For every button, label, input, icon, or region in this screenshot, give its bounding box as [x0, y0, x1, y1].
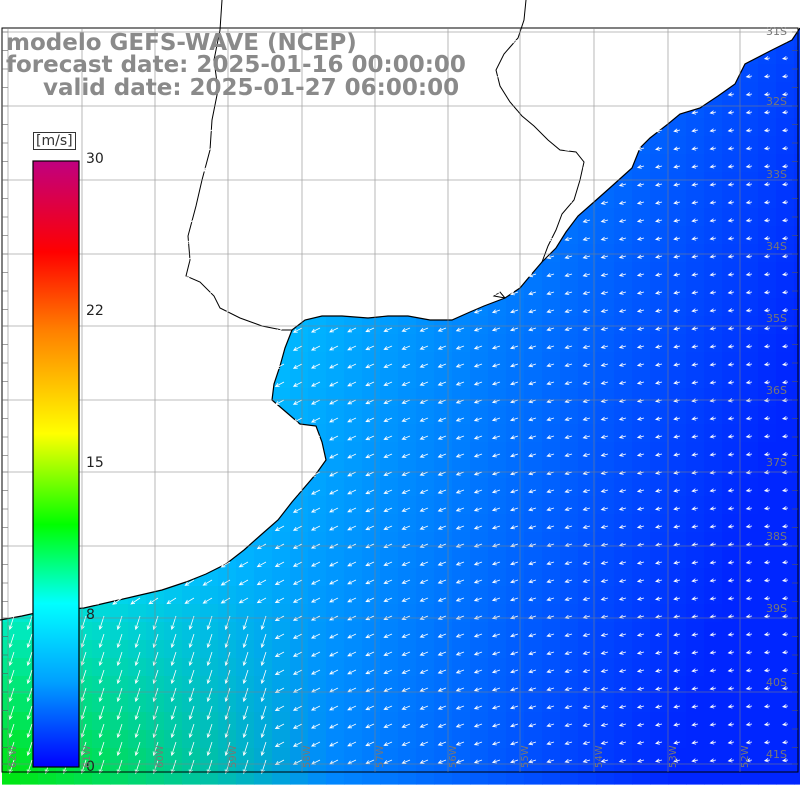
lon-label: 57W [375, 745, 386, 768]
lon-label: 53W [668, 745, 679, 768]
lat-label: 40S [766, 676, 787, 689]
lon-label: 59W [228, 745, 239, 768]
lon-label: 56W [448, 745, 459, 768]
lat-label: 41S [766, 748, 787, 761]
lat-label: 38S [766, 530, 787, 543]
colorbar-unit: [m/s] [33, 132, 76, 150]
colorbar [32, 160, 80, 768]
lon-label: 61W [82, 745, 93, 768]
title-valid-date: valid date: 2025-01-27 06:00:00 [43, 75, 460, 101]
colorbar-tick-15: 15 [86, 455, 104, 471]
lon-label: 54W [594, 745, 605, 768]
title-model: modelo GEFS-WAVE (NCEP) [6, 30, 357, 56]
lat-lon-grid [2, 28, 798, 772]
lon-label: 60W [155, 745, 166, 768]
lon-label: 52W [740, 745, 751, 768]
wind-vectors [4, 38, 789, 775]
lon-label: 58W [302, 745, 313, 768]
colorbar-tick-30: 30 [86, 151, 104, 167]
lon-label: 62W [8, 745, 19, 768]
lat-label: 37S [766, 456, 787, 469]
lat-label: 33S [766, 168, 787, 181]
coastline [0, 27, 800, 621]
lat-label: 34S [766, 240, 787, 253]
colorbar-tick-0: 0 [86, 759, 95, 775]
colorbar-tick-8: 8 [86, 607, 95, 623]
lat-label: 39S [766, 602, 787, 615]
land-mask [0, 0, 800, 620]
lat-label: 32S [766, 95, 787, 108]
lon-label: 55W [520, 745, 531, 768]
lat-label: 31S [766, 25, 787, 38]
lat-label: 35S [766, 312, 787, 325]
colorbar-tick-22: 22 [86, 303, 104, 319]
title-forecast-date: forecast date: 2025-01-16 00:00:00 [6, 52, 466, 78]
country-border [185, 0, 585, 331]
lat-label: 36S [766, 384, 787, 397]
